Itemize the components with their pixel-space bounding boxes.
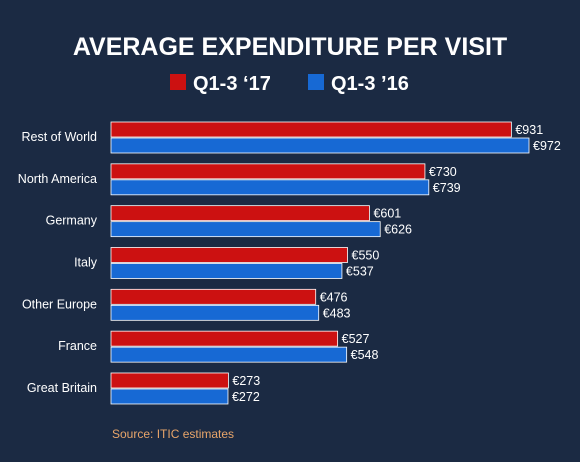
value-label-north-america-q1-3-16: €739 <box>433 181 461 195</box>
legend-label-q1-3-17: Q1-3 ‘17 <box>193 73 271 95</box>
bar-italy-q1-3-16 <box>110 263 343 279</box>
value-label-rest-of-world-q1-3-16: €972 <box>533 139 561 153</box>
legend-swatch-q1-3-16 <box>308 74 324 90</box>
bar-italy-q1-3-17 <box>110 247 348 263</box>
bar-rest-of-world-q1-3-17 <box>110 121 512 138</box>
value-label-germany-q1-3-16: €626 <box>384 223 412 237</box>
value-label-great-britain-q1-3-17: €273 <box>232 374 260 388</box>
bar-rest-of-world-q1-3-16 <box>110 137 530 154</box>
value-label-italy-q1-3-17: €550 <box>352 248 380 262</box>
value-label-france-q1-3-16: €548 <box>351 348 379 362</box>
bar-other-europe-q1-3-17 <box>110 288 317 305</box>
legend-label-q1-3-16: Q1-3 ’16 <box>331 73 409 95</box>
chart-title: AVERAGE EXPENDITURE PER VISIT <box>73 33 507 61</box>
bar-north-america-q1-3-16 <box>110 179 430 196</box>
category-label-rest-of-world: Rest of World <box>22 130 98 144</box>
value-label-great-britain-q1-3-16: €272 <box>232 390 260 404</box>
value-label-other-europe-q1-3-16: €483 <box>323 306 351 320</box>
bar-france-q1-3-16 <box>110 346 348 363</box>
bar-great-britain-q1-3-17 <box>110 372 229 389</box>
legend-swatch-q1-3-17 <box>170 74 186 90</box>
source-note: Source: ITIC estimates <box>112 427 234 441</box>
category-label-italy: Italy <box>74 255 98 269</box>
category-label-germany: Germany <box>46 214 98 228</box>
value-label-germany-q1-3-17: €601 <box>373 207 401 221</box>
bar-great-britain-q1-3-16 <box>110 388 229 405</box>
category-label-other-europe: Other Europe <box>22 297 97 311</box>
category-label-great-britain: Great Britain <box>27 381 97 395</box>
value-label-france-q1-3-17: €527 <box>342 332 370 346</box>
plot-area: Rest of World €931 €972 North America €730 €7… <box>18 121 561 405</box>
legend: Q1-3 ‘17 Q1-3 ’16 <box>170 73 409 95</box>
category-label-north-america: North America <box>18 172 97 186</box>
bar-other-europe-q1-3-16 <box>110 304 320 321</box>
bar-germany-q1-3-17 <box>110 205 370 222</box>
bar-france-q1-3-17 <box>110 330 339 347</box>
value-label-rest-of-world-q1-3-17: €931 <box>515 123 543 137</box>
bar-north-america-q1-3-17 <box>110 163 426 180</box>
category-label-france: France <box>58 339 97 353</box>
value-label-north-america-q1-3-17: €730 <box>429 165 457 179</box>
bar-germany-q1-3-16 <box>110 221 381 238</box>
value-label-other-europe-q1-3-17: €476 <box>320 290 348 304</box>
value-label-italy-q1-3-16: €537 <box>346 264 374 278</box>
